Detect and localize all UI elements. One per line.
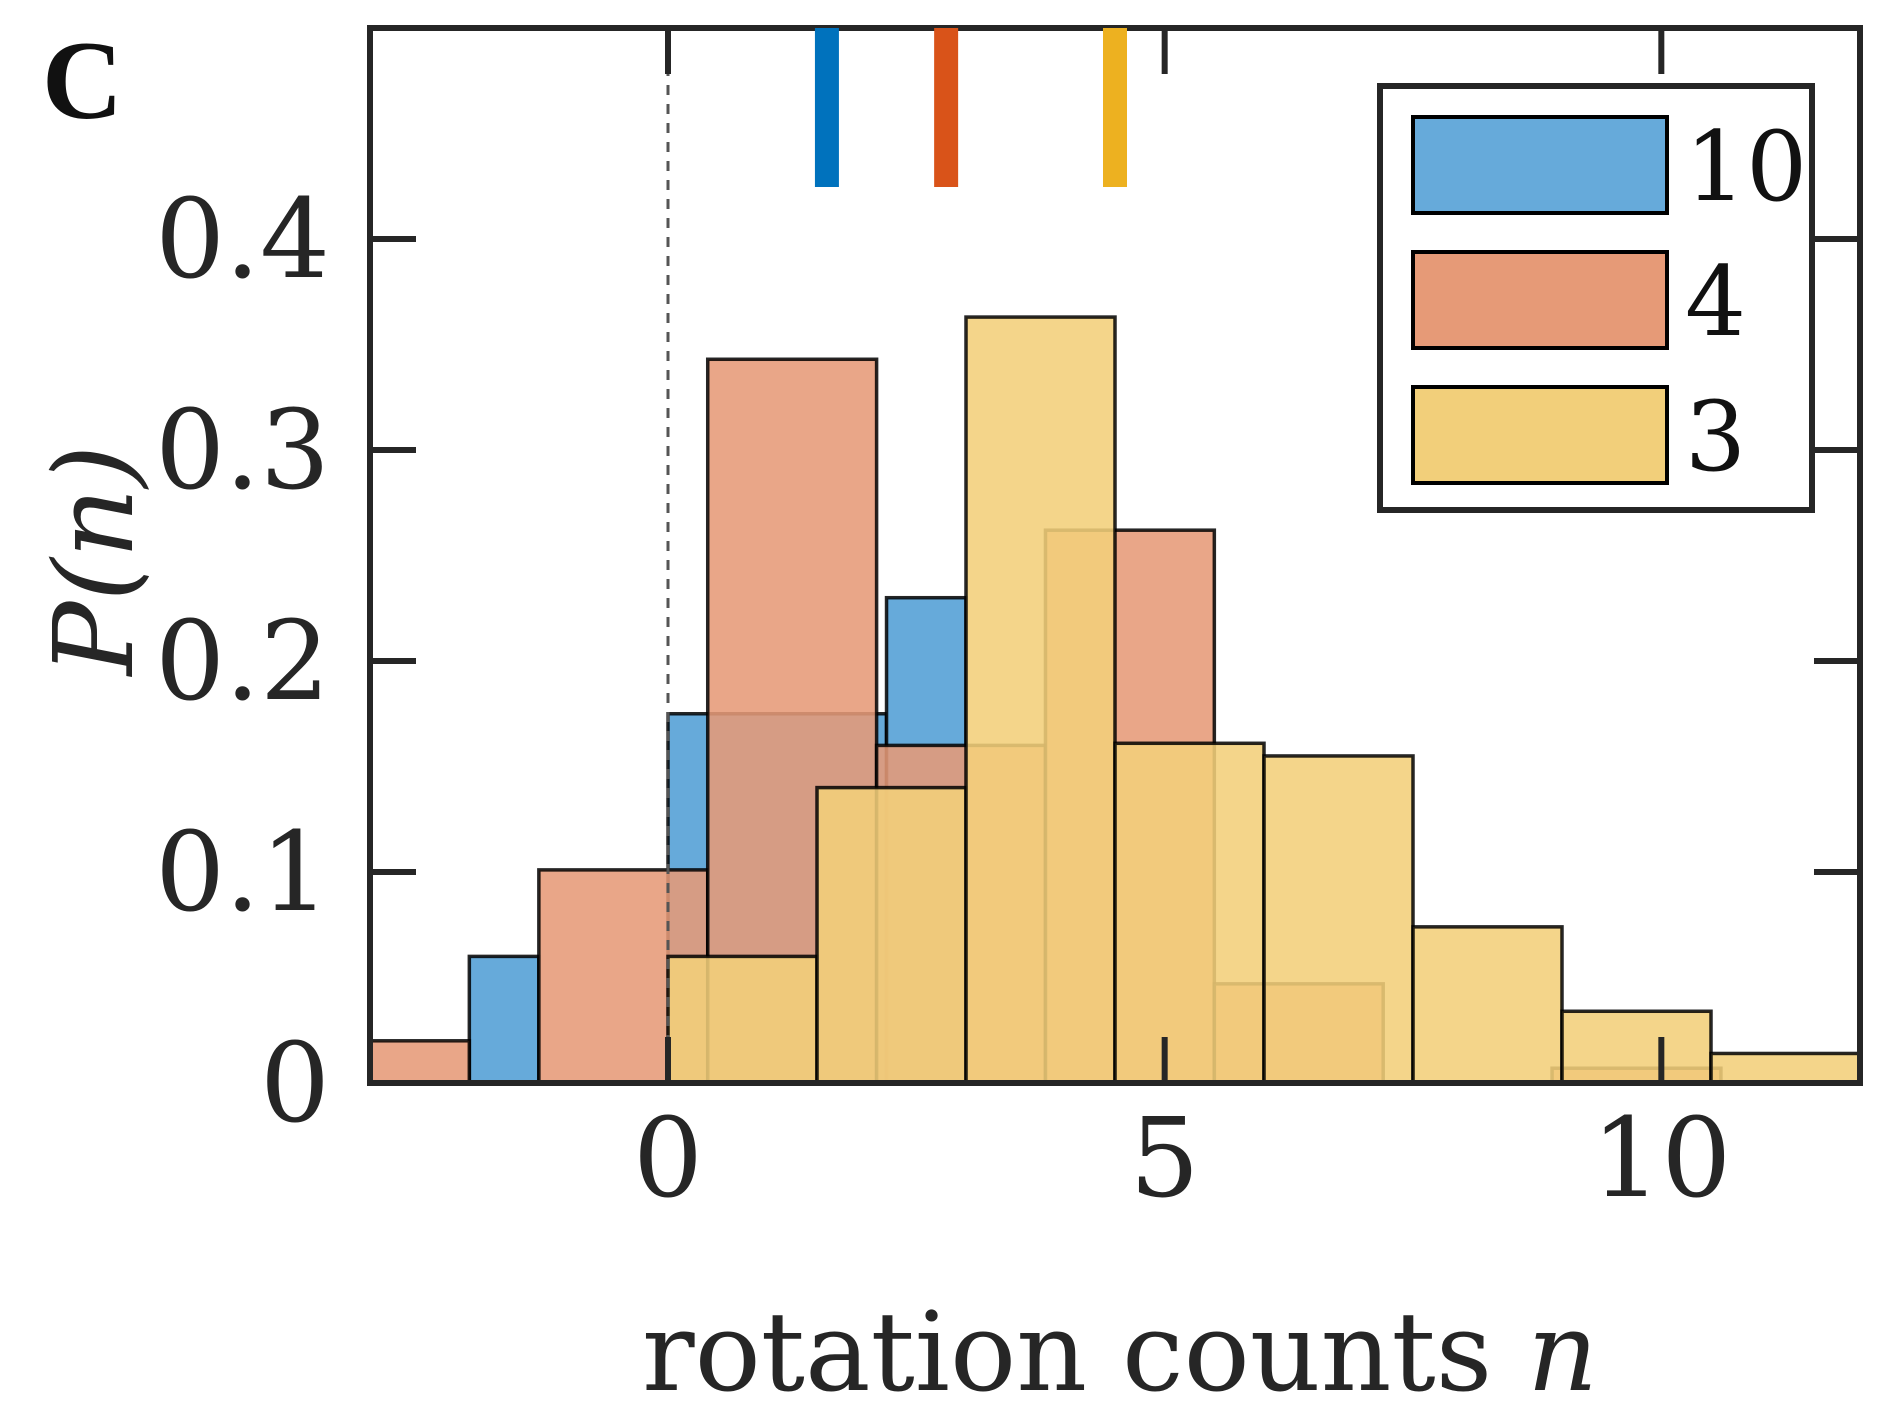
legend-swatch-4 (1411, 250, 1669, 350)
y-tick-label-1: 0.1 (155, 808, 330, 936)
y-tick-label-0: 0 (260, 1019, 330, 1147)
bar-series-3-bin-6 (1560, 1009, 1713, 1085)
bar-series-3-bin-2 (964, 315, 1117, 1085)
tick-labels: 0 5 10 0 0.1 0.2 0.3 0.4 (155, 175, 1731, 1222)
bar-series-3-bin-5 (1411, 925, 1564, 1085)
legend-label-3: 3 (1685, 381, 1746, 493)
legend-swatch-3 (1411, 385, 1669, 485)
legend-label-10: 10 (1685, 111, 1807, 223)
bars-group (368, 315, 1862, 1085)
legend: 10 4 3 (1377, 83, 1815, 513)
y-tick-label-2: 0.2 (155, 597, 330, 725)
x-axis-label: rotation counts n (642, 1288, 1598, 1416)
x-tick-label-1: 5 (1130, 1094, 1200, 1222)
x-tick-label-0: 0 (633, 1094, 703, 1222)
axis-ticks (370, 28, 1860, 1086)
bar-series-3-bin-4 (1262, 754, 1415, 1085)
y-axis-label: P(n) (30, 445, 158, 678)
x-tick-label-2: 10 (1591, 1094, 1731, 1222)
y-tick-label-4: 0.4 (155, 175, 330, 303)
legend-swatch-10 (1411, 115, 1669, 215)
bar-series-4-bin-0 (368, 1039, 472, 1085)
y-tick-label-3: 0.3 (155, 386, 330, 514)
panel-label: C (42, 19, 123, 143)
legend-label-4: 4 (1685, 246, 1746, 358)
bar-series-10-bin-0 (467, 954, 541, 1085)
mean-markers (814, 28, 1127, 187)
bar-series-3-bin-1 (815, 785, 968, 1085)
bar-series-3-bin-7 (1709, 1051, 1862, 1085)
bar-series-3-bin-3 (1113, 741, 1266, 1085)
bar-series-3-bin-0 (666, 954, 819, 1085)
